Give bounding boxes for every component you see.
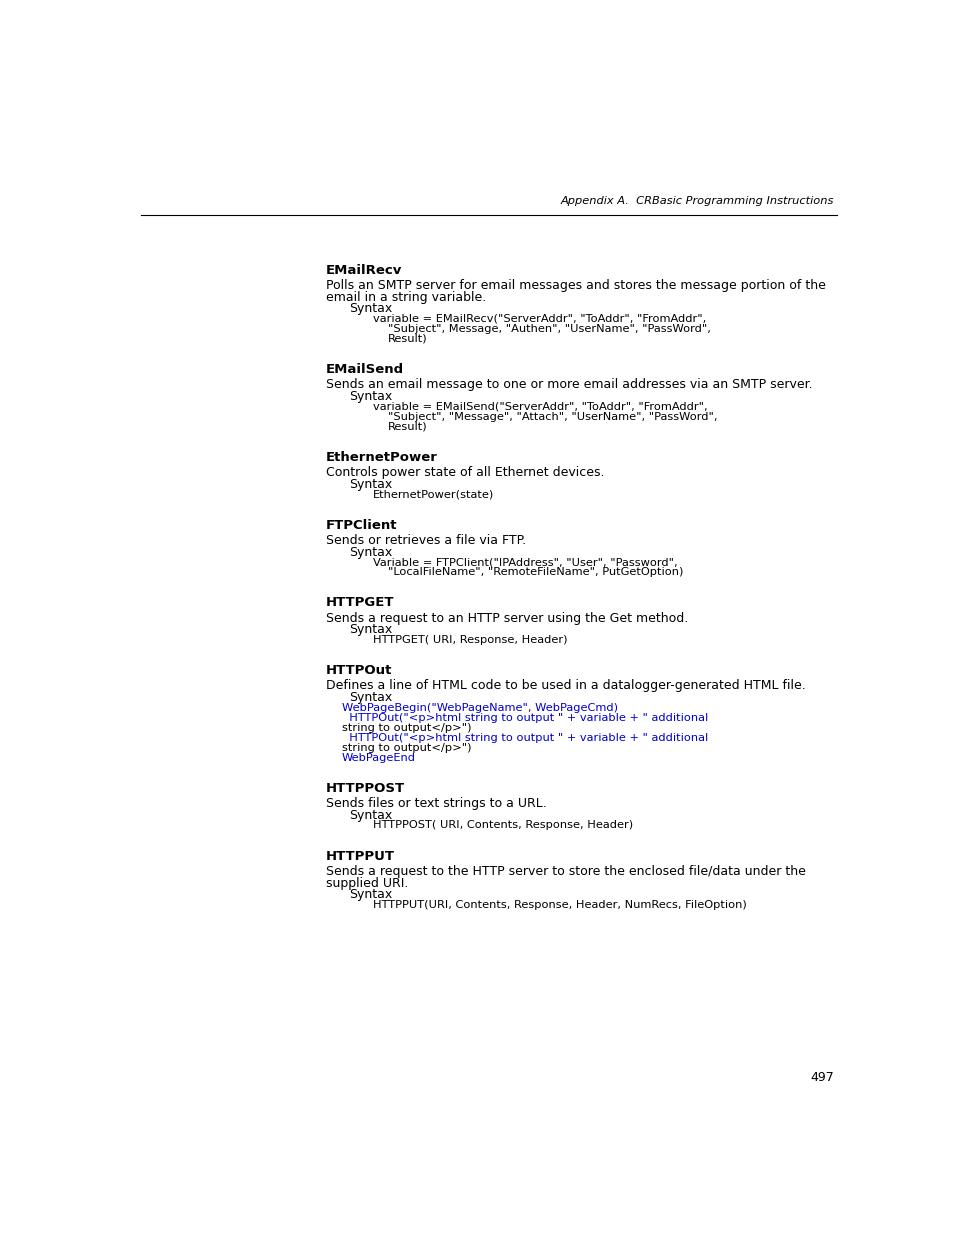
Text: email in a string variable.: email in a string variable. (326, 290, 486, 304)
Text: WebPageEnd: WebPageEnd (341, 752, 416, 763)
Text: "Subject", "Message", "Attach", "UserName", "PassWord",: "Subject", "Message", "Attach", "UserNam… (388, 411, 717, 421)
Text: EthernetPower(state): EthernetPower(state) (373, 489, 494, 499)
Text: EthernetPower: EthernetPower (326, 451, 437, 464)
Text: Syntax: Syntax (349, 888, 393, 902)
Text: Sends files or text strings to a URL.: Sends files or text strings to a URL. (326, 798, 546, 810)
Text: HTTPGET( URI, Response, Header): HTTPGET( URI, Response, Header) (373, 635, 567, 645)
Text: Sends a request to the HTTP server to store the enclosed file/data under the: Sends a request to the HTTP server to st… (326, 864, 805, 878)
Text: HTTPPUT(URI, Contents, Response, Header, NumRecs, FileOption): HTTPPUT(URI, Contents, Response, Header,… (373, 900, 745, 910)
Text: HTTPGET: HTTPGET (326, 597, 395, 609)
Text: Controls power state of all Ethernet devices.: Controls power state of all Ethernet dev… (326, 466, 604, 479)
Text: Syntax: Syntax (349, 390, 393, 403)
Text: "Subject", Message, "Authen", "UserName", "PassWord",: "Subject", Message, "Authen", "UserName"… (388, 324, 710, 333)
Text: string to output</p>"): string to output</p>") (341, 742, 471, 752)
Text: FTPClient: FTPClient (326, 519, 397, 531)
Text: HTTPOut("<p>html string to output " + variable + " additional: HTTPOut("<p>html string to output " + va… (341, 713, 707, 722)
Text: HTTPPOST: HTTPPOST (326, 782, 405, 795)
Text: Syntax: Syntax (349, 809, 393, 821)
Text: Polls an SMTP server for email messages and stores the message portion of the: Polls an SMTP server for email messages … (326, 279, 825, 293)
Text: variable = EMailSend("ServerAddr", "ToAddr", "FromAddr",: variable = EMailSend("ServerAddr", "ToAd… (373, 401, 706, 411)
Text: variable = EMailRecv("ServerAddr", "ToAddr", "FromAddr",: variable = EMailRecv("ServerAddr", "ToAd… (373, 314, 705, 324)
Text: Variable = FTPClient("IPAddress", "User", "Password",: Variable = FTPClient("IPAddress", "User"… (373, 557, 677, 567)
Text: WebPageBegin("WebPageName", WebPageCmd): WebPageBegin("WebPageName", WebPageCmd) (341, 703, 617, 713)
Text: Result): Result) (388, 421, 427, 431)
Text: HTTPOut: HTTPOut (326, 664, 392, 677)
Text: string to output</p>"): string to output</p>") (341, 722, 471, 732)
Text: Appendix A.  CRBasic Programming Instructions: Appendix A. CRBasic Programming Instruct… (559, 195, 833, 206)
Text: Syntax: Syntax (349, 546, 393, 558)
Text: Sends a request to an HTTP server using the Get method.: Sends a request to an HTTP server using … (326, 611, 688, 625)
Text: Syntax: Syntax (349, 624, 393, 636)
Text: supplied URI.: supplied URI. (326, 877, 408, 889)
Text: EMailSend: EMailSend (326, 363, 404, 375)
Text: Syntax: Syntax (349, 478, 393, 490)
Text: Defines a line of HTML code to be used in a datalogger-generated HTML file.: Defines a line of HTML code to be used i… (326, 679, 805, 693)
Text: Syntax: Syntax (349, 692, 393, 704)
Text: EMailRecv: EMailRecv (326, 264, 402, 277)
Text: HTTPOut("<p>html string to output " + variable + " additional: HTTPOut("<p>html string to output " + va… (341, 732, 707, 742)
Text: Sends an email message to one or more email addresses via an SMTP server.: Sends an email message to one or more em… (326, 378, 812, 391)
Text: Syntax: Syntax (349, 303, 393, 315)
Text: "LocalFileName", "RemoteFileName", PutGetOption): "LocalFileName", "RemoteFileName", PutGe… (388, 567, 683, 577)
Text: HTTPPOST( URI, Contents, Response, Header): HTTPPOST( URI, Contents, Response, Heade… (373, 820, 632, 830)
Text: Sends or retrieves a file via FTP.: Sends or retrieves a file via FTP. (326, 534, 526, 547)
Text: Result): Result) (388, 333, 427, 343)
Text: 497: 497 (809, 1071, 833, 1084)
Text: HTTPPUT: HTTPPUT (326, 850, 395, 863)
